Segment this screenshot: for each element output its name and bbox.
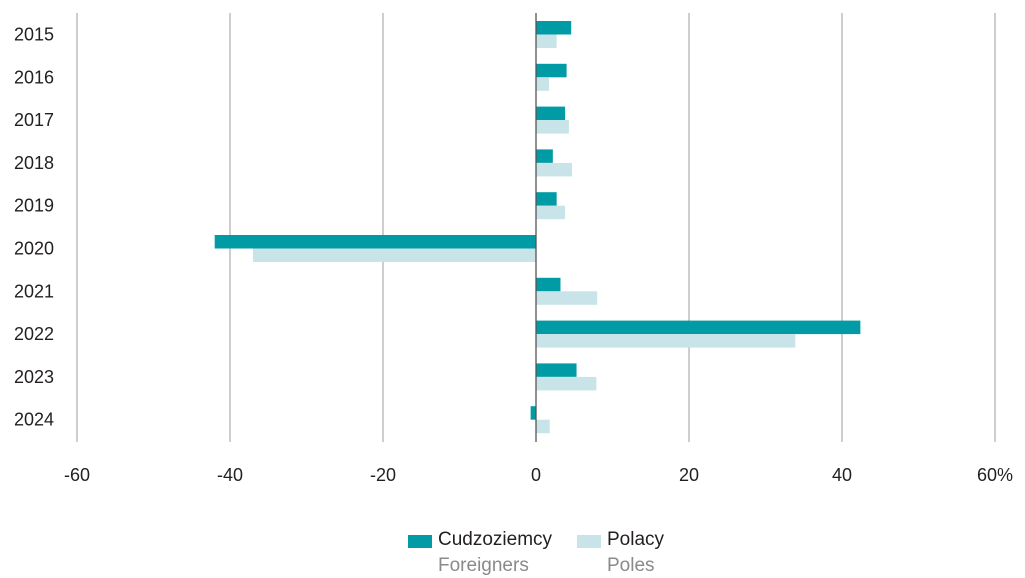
x-tick-label-40: 40 xyxy=(832,465,852,485)
legend-label-polacy: Polacy xyxy=(607,529,665,550)
year-label-2023: 2023 xyxy=(14,367,54,387)
year-label-2021: 2021 xyxy=(14,281,54,301)
bar-polacy-2024 xyxy=(536,419,550,434)
x-tick-label--60: -60 xyxy=(64,465,90,485)
bar-cudzoziemcy-2020 xyxy=(214,235,536,249)
x-tick-label-20: 20 xyxy=(679,465,699,485)
bar-polacy-2015 xyxy=(536,34,557,48)
bar-polacy-2019 xyxy=(536,205,566,220)
bar-polacy-2018 xyxy=(536,162,572,177)
year-label-2019: 2019 xyxy=(14,196,54,216)
bar-polacy-2020 xyxy=(252,248,536,262)
legend-swatch-cudzoziemcy xyxy=(408,535,432,548)
year-label-2018: 2018 xyxy=(14,153,54,173)
x-tick-label--20: -20 xyxy=(370,465,396,485)
year-label-2022: 2022 xyxy=(14,324,54,344)
bar-polacy-2016 xyxy=(536,77,550,91)
year-label-2020: 2020 xyxy=(14,239,54,259)
bar-cudzoziemcy-2018 xyxy=(536,149,553,163)
legend-label-cudzoziemcy: Cudzoziemcy xyxy=(438,529,553,550)
year-label-2016: 2016 xyxy=(14,67,54,87)
bar-cudzoziemcy-2021 xyxy=(536,277,561,292)
bar-cudzoziemcy-2024 xyxy=(530,406,536,420)
year-label-2015: 2015 xyxy=(14,25,54,45)
bar-cudzoziemcy-2015 xyxy=(536,21,572,35)
x-tick-label-0: 0 xyxy=(531,465,541,485)
bar-polacy-2022 xyxy=(536,334,796,348)
bar-polacy-2017 xyxy=(536,120,569,134)
bar-cudzoziemcy-2016 xyxy=(536,63,567,78)
bar-cudzoziemcy-2023 xyxy=(536,363,577,377)
bar-polacy-2023 xyxy=(536,376,597,391)
x-tick-label-60-: 60% xyxy=(977,465,1013,485)
legend: Cudzoziemcy Foreigners Polacy Poles xyxy=(0,528,1025,576)
year-label-2017: 2017 xyxy=(14,110,54,130)
legend-sublabel-foreigners: Foreigners xyxy=(438,555,529,576)
bar-chart: 2015 2016 2017 2018 2019 2020 2021 2022 2023 2024… xyxy=(14,13,1013,485)
gridlines xyxy=(76,13,996,442)
bars xyxy=(214,13,861,442)
legend-sublabel-poles: Poles xyxy=(607,555,655,576)
x-tick-label--40: -40 xyxy=(217,465,243,485)
legend-swatch-polacy xyxy=(577,535,601,548)
bar-polacy-2021 xyxy=(536,291,598,305)
x-axis-tick-labels: -60 -40 -20 0 20 40 60% xyxy=(64,465,1013,485)
bar-cudzoziemcy-2022 xyxy=(536,320,861,335)
year-labels: 2015 2016 2017 2018 2019 2020 2021 2022 2023 2024 xyxy=(14,25,54,430)
bar-cudzoziemcy-2017 xyxy=(536,106,566,121)
bar-cudzoziemcy-2019 xyxy=(536,192,557,206)
year-label-2024: 2024 xyxy=(14,410,54,430)
